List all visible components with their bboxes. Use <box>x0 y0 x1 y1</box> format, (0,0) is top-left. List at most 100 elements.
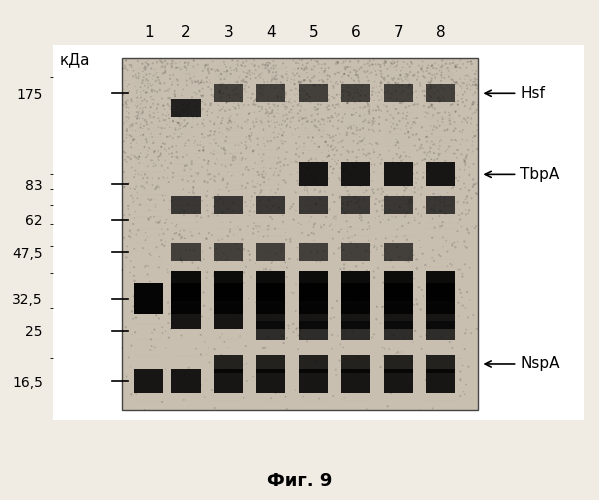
Point <box>424 78 434 86</box>
Point <box>131 112 140 120</box>
Point <box>450 124 460 132</box>
Point <box>468 182 478 190</box>
Point <box>256 186 266 194</box>
Point <box>316 100 326 108</box>
Point <box>422 351 431 359</box>
Point <box>171 229 181 237</box>
Point <box>337 238 346 246</box>
Point <box>456 56 465 64</box>
Point <box>267 109 277 117</box>
Point <box>214 88 224 96</box>
Point <box>182 66 192 74</box>
Point <box>242 377 252 385</box>
Point <box>179 108 189 116</box>
Point <box>134 307 143 315</box>
Point <box>420 204 429 212</box>
Point <box>184 372 193 380</box>
Point <box>363 102 373 110</box>
Point <box>199 302 209 310</box>
Point <box>301 368 311 376</box>
Point <box>286 114 296 122</box>
Point <box>171 142 181 150</box>
Point <box>427 71 437 79</box>
Point <box>403 60 412 68</box>
Point <box>235 332 245 340</box>
Point <box>267 394 276 402</box>
Point <box>190 137 200 145</box>
Point <box>201 61 210 69</box>
Point <box>297 114 307 122</box>
Point <box>413 160 422 168</box>
Point <box>323 72 332 80</box>
Point <box>428 64 438 72</box>
Point <box>232 78 242 86</box>
Point <box>228 91 238 99</box>
Point <box>359 380 368 388</box>
Point <box>161 116 171 124</box>
Point <box>468 90 478 98</box>
Point <box>471 70 480 78</box>
Point <box>270 134 279 142</box>
Point <box>417 141 426 149</box>
Point <box>390 125 400 133</box>
Point <box>157 63 167 71</box>
Point <box>422 127 431 135</box>
Point <box>455 216 465 224</box>
Point <box>346 223 355 231</box>
Point <box>175 112 184 120</box>
Point <box>187 94 197 102</box>
Point <box>187 158 196 166</box>
Point <box>455 266 465 274</box>
Point <box>352 124 361 132</box>
Point <box>159 196 169 204</box>
Point <box>455 128 465 136</box>
Point <box>173 81 183 89</box>
FancyBboxPatch shape <box>299 196 328 214</box>
Point <box>460 390 470 398</box>
Point <box>178 106 187 114</box>
Point <box>225 117 234 125</box>
Point <box>392 190 402 198</box>
Point <box>425 102 434 110</box>
Point <box>446 120 455 128</box>
Point <box>329 84 338 92</box>
Point <box>271 68 281 76</box>
Point <box>339 246 349 254</box>
Point <box>384 216 394 224</box>
Point <box>371 67 380 75</box>
Point <box>214 72 224 80</box>
Point <box>133 112 143 120</box>
Point <box>277 244 286 252</box>
Point <box>243 67 253 75</box>
Point <box>215 86 225 94</box>
Point <box>429 82 439 90</box>
Point <box>238 208 248 216</box>
Point <box>130 185 140 193</box>
Point <box>389 170 398 177</box>
FancyBboxPatch shape <box>256 355 286 373</box>
Point <box>321 138 331 145</box>
Point <box>353 57 363 65</box>
Point <box>279 80 288 88</box>
Point <box>268 100 278 108</box>
Point <box>246 273 256 281</box>
Point <box>264 68 274 76</box>
Point <box>176 253 186 261</box>
Point <box>227 172 237 180</box>
Point <box>353 96 362 104</box>
Point <box>403 209 413 217</box>
Point <box>261 62 270 70</box>
Point <box>138 76 147 84</box>
Point <box>344 234 353 242</box>
Point <box>228 86 237 94</box>
Point <box>144 262 153 270</box>
Point <box>267 78 276 86</box>
Point <box>397 98 407 106</box>
Point <box>295 199 305 207</box>
Point <box>408 97 418 105</box>
Point <box>226 70 235 78</box>
Point <box>324 96 334 104</box>
Point <box>405 153 415 161</box>
Point <box>349 76 359 84</box>
Point <box>184 188 194 196</box>
